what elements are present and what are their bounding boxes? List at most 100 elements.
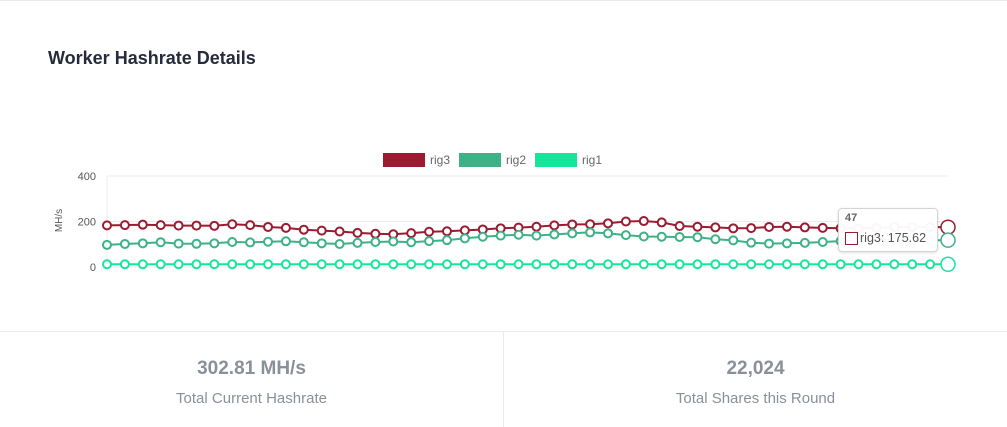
data-point-rig2[interactable] xyxy=(764,238,775,249)
data-point-rig3[interactable] xyxy=(316,225,327,236)
data-point-rig3[interactable] xyxy=(441,226,452,237)
legend-label-rig2[interactable]: rig2 xyxy=(506,153,526,167)
data-point-rig1[interactable] xyxy=(334,259,345,270)
data-point-rig1[interactable] xyxy=(441,259,452,270)
data-point-rig2[interactable] xyxy=(191,238,202,249)
data-point-rig1[interactable] xyxy=(495,259,506,270)
data-point-rig1[interactable] xyxy=(406,259,417,270)
data-point-rig3[interactable] xyxy=(799,222,810,233)
data-point-rig2[interactable] xyxy=(316,238,327,249)
data-point-rig1[interactable] xyxy=(298,259,309,270)
data-point-rig2[interactable] xyxy=(940,232,956,248)
data-point-rig1[interactable] xyxy=(781,259,792,270)
data-point-rig1[interactable] xyxy=(173,259,184,270)
data-point-rig1[interactable] xyxy=(746,259,757,270)
data-point-rig3[interactable] xyxy=(638,216,649,227)
data-point-rig1[interactable] xyxy=(835,259,846,270)
data-point-rig3[interactable] xyxy=(585,219,596,230)
data-point-rig2[interactable] xyxy=(263,236,274,247)
data-point-rig2[interactable] xyxy=(173,238,184,249)
data-point-rig2[interactable] xyxy=(119,239,130,250)
legend-label-rig3[interactable]: rig3 xyxy=(430,153,450,167)
data-point-rig1[interactable] xyxy=(191,259,202,270)
data-point-rig3[interactable] xyxy=(549,220,560,231)
data-point-rig3[interactable] xyxy=(263,221,274,232)
data-point-rig2[interactable] xyxy=(799,237,810,248)
data-point-rig3[interactable] xyxy=(817,222,828,233)
data-point-rig1[interactable] xyxy=(940,256,956,273)
legend-swatch-rig1[interactable] xyxy=(535,153,577,167)
data-point-rig1[interactable] xyxy=(853,259,864,270)
data-point-rig2[interactable] xyxy=(746,237,757,248)
data-point-rig2[interactable] xyxy=(459,233,470,244)
data-point-rig3[interactable] xyxy=(459,225,470,236)
data-point-rig3[interactable] xyxy=(567,219,578,230)
data-point-rig2[interactable] xyxy=(209,238,220,249)
data-point-rig2[interactable] xyxy=(137,238,148,249)
data-point-rig3[interactable] xyxy=(334,226,345,237)
data-point-rig2[interactable] xyxy=(638,231,649,242)
legend-label-rig1[interactable]: rig1 xyxy=(582,153,602,167)
data-point-rig2[interactable] xyxy=(567,228,578,239)
data-point-rig2[interactable] xyxy=(674,231,685,242)
data-point-rig2[interactable] xyxy=(656,231,667,242)
data-point-rig3[interactable] xyxy=(728,223,739,234)
data-point-rig1[interactable] xyxy=(155,259,166,270)
data-point-rig2[interactable] xyxy=(692,232,703,243)
data-point-rig3[interactable] xyxy=(352,227,363,238)
data-point-rig3[interactable] xyxy=(940,219,956,235)
data-point-rig1[interactable] xyxy=(889,259,900,270)
data-point-rig1[interactable] xyxy=(209,259,220,270)
data-point-rig3[interactable] xyxy=(209,220,220,231)
data-point-rig1[interactable] xyxy=(245,259,256,270)
data-point-rig2[interactable] xyxy=(585,227,596,238)
data-point-rig1[interactable] xyxy=(119,259,130,270)
data-point-rig2[interactable] xyxy=(245,237,256,248)
data-point-rig1[interactable] xyxy=(656,259,667,270)
data-point-rig2[interactable] xyxy=(424,236,435,247)
data-point-rig3[interactable] xyxy=(406,228,417,239)
data-point-rig2[interactable] xyxy=(406,237,417,248)
data-point-rig1[interactable] xyxy=(137,259,148,270)
data-point-rig3[interactable] xyxy=(280,222,291,233)
data-point-rig1[interactable] xyxy=(674,259,685,270)
data-point-rig3[interactable] xyxy=(746,223,757,234)
data-point-rig2[interactable] xyxy=(441,235,452,246)
data-point-rig2[interactable] xyxy=(227,236,238,247)
data-point-rig3[interactable] xyxy=(764,221,775,232)
data-point-rig2[interactable] xyxy=(531,230,542,241)
data-point-rig2[interactable] xyxy=(298,237,309,248)
data-point-rig1[interactable] xyxy=(710,259,721,270)
data-point-rig1[interactable] xyxy=(388,259,399,270)
data-point-rig3[interactable] xyxy=(603,218,614,229)
data-point-rig1[interactable] xyxy=(102,259,112,270)
data-point-rig1[interactable] xyxy=(459,259,470,270)
data-point-rig1[interactable] xyxy=(817,259,828,270)
data-point-rig3[interactable] xyxy=(155,220,166,231)
data-point-rig3[interactable] xyxy=(620,216,631,227)
data-point-rig1[interactable] xyxy=(871,259,882,270)
data-point-rig1[interactable] xyxy=(227,259,238,270)
data-point-rig1[interactable] xyxy=(799,259,810,270)
data-point-rig1[interactable] xyxy=(370,259,381,270)
data-point-rig3[interactable] xyxy=(674,221,685,232)
data-point-rig2[interactable] xyxy=(370,236,381,247)
data-point-rig3[interactable] xyxy=(692,221,703,232)
data-point-rig3[interactable] xyxy=(710,222,721,233)
data-point-rig3[interactable] xyxy=(119,220,130,231)
data-point-rig3[interactable] xyxy=(227,219,238,230)
data-point-rig2[interactable] xyxy=(817,236,828,247)
legend-swatch-rig3[interactable] xyxy=(383,153,425,167)
data-point-rig3[interactable] xyxy=(137,219,148,230)
data-point-rig1[interactable] xyxy=(638,259,649,270)
data-point-rig2[interactable] xyxy=(102,239,112,250)
data-point-rig1[interactable] xyxy=(280,259,291,270)
data-point-rig1[interactable] xyxy=(764,259,775,270)
data-point-rig2[interactable] xyxy=(710,234,721,245)
data-point-rig3[interactable] xyxy=(656,217,667,228)
data-point-rig1[interactable] xyxy=(907,259,918,270)
data-point-rig1[interactable] xyxy=(585,259,596,270)
data-point-rig3[interactable] xyxy=(191,220,202,231)
data-point-rig2[interactable] xyxy=(603,228,614,239)
data-point-rig2[interactable] xyxy=(388,236,399,247)
